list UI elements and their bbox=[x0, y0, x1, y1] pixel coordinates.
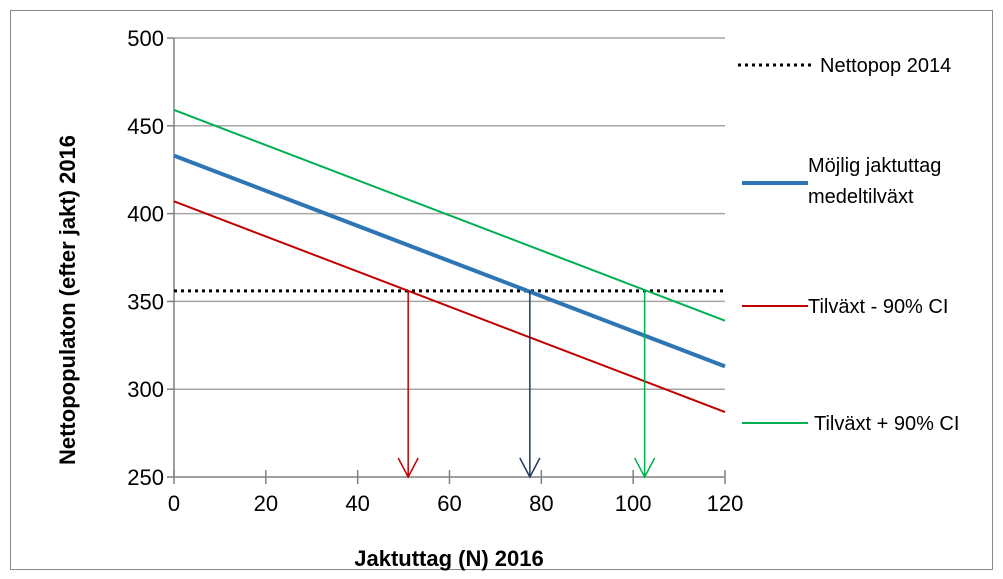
x-tick-label: 100 bbox=[615, 491, 652, 516]
axes bbox=[167, 37, 726, 484]
chart-frame bbox=[10, 10, 993, 570]
x-tick-label: 40 bbox=[345, 491, 369, 516]
y-axis-title: Nettopopulaton (efter jakt) 2016 bbox=[55, 135, 80, 465]
y-tick-label: 400 bbox=[127, 202, 164, 227]
legend-label: Tilväxt - 90% CI bbox=[808, 296, 948, 318]
x-tick-label: 20 bbox=[254, 491, 278, 516]
arrow-head-2 bbox=[633, 457, 656, 479]
y-tick-label: 250 bbox=[127, 465, 164, 490]
x-axis-title: Jaktuttag (N) 2016 bbox=[354, 546, 544, 571]
y-tick-label: 300 bbox=[127, 377, 164, 402]
legend-label: Tilväxt + 90% CI bbox=[814, 413, 959, 435]
gridlines bbox=[174, 37, 725, 390]
legend: Nettopop 2014 Möjlig jaktuttag medeltilväx… bbox=[738, 55, 959, 435]
series-line-tilv-xt-90-ci bbox=[173, 109, 726, 322]
series-lines bbox=[173, 109, 726, 413]
legend-label: medeltilväxt bbox=[808, 186, 914, 208]
arrow-head-0 bbox=[397, 457, 419, 479]
x-tick-label: 0 bbox=[168, 491, 180, 516]
arrow-head-1 bbox=[519, 457, 541, 479]
annotation-arrows bbox=[397, 290, 656, 479]
series-line-tilv-xt-90-ci bbox=[173, 200, 726, 413]
x-tick-label: 80 bbox=[529, 491, 553, 516]
x-tick-label: 60 bbox=[437, 491, 461, 516]
y-tick-label: 450 bbox=[127, 114, 164, 139]
series-line-m-jlig-jaktuttag-medeltilv-xt bbox=[173, 153, 726, 369]
tick-labels: 250 300 350 400 450 500 0 20 40 60 80 100 120 bbox=[127, 26, 743, 516]
y-tick-label: 350 bbox=[127, 289, 164, 314]
legend-label: Nettopop 2014 bbox=[820, 55, 951, 77]
x-tick-label: 120 bbox=[707, 491, 744, 516]
y-tick-label: 500 bbox=[127, 26, 164, 51]
legend-label: Möjlig jaktuttag bbox=[808, 155, 941, 177]
